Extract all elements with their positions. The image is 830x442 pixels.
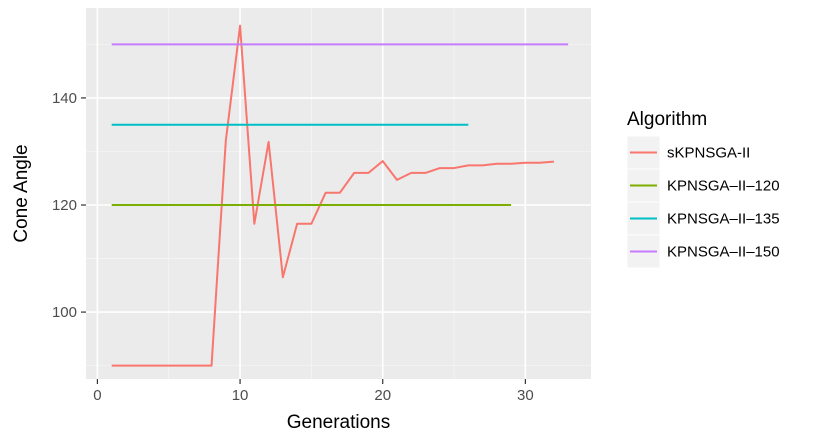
series-line-1 xyxy=(111,24,554,367)
major-grid xyxy=(86,8,591,379)
y-tick-label: 120 xyxy=(52,197,77,214)
legend-items: sKPNSGA-II KPNSGA–II–120 KPNSGA–II–135 KPNS… xyxy=(626,135,780,269)
legend-label: KPNSGA–II–120 xyxy=(667,178,780,195)
legend-label: sKPNSGA-II xyxy=(667,145,750,162)
legend-title: Algorithm xyxy=(627,109,707,130)
y-tick-label: 100 xyxy=(52,304,77,321)
x-axis-title: Generations xyxy=(287,412,391,433)
series-lines xyxy=(111,24,569,367)
x-tick-label: 20 xyxy=(374,387,391,404)
x-tick-label: 10 xyxy=(232,387,249,404)
y-tick-label: 140 xyxy=(52,90,77,107)
legend-label: KPNSGA–II–150 xyxy=(667,244,780,261)
x-axis: 0 10 20 30 xyxy=(93,379,534,404)
y-axis: 100 120 140 xyxy=(52,90,86,321)
x-tick-label: 0 xyxy=(93,387,101,404)
legend-label: KPNSGA–II–135 xyxy=(667,211,780,228)
legend: Algorithm sKPNSGA-II KPNSGA–II–120 KPNSGA–… xyxy=(626,109,780,269)
x-tick-label: 30 xyxy=(517,387,534,404)
y-axis-title: Cone Angle xyxy=(11,144,32,242)
